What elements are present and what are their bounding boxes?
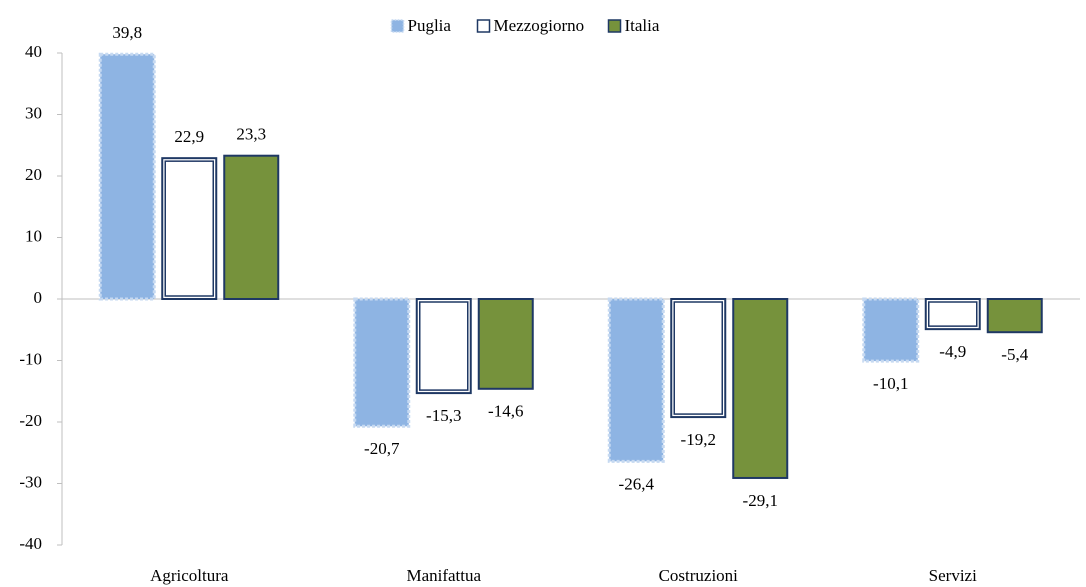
- bar: [98, 52, 156, 301]
- bar: [924, 298, 981, 331]
- bar-inner-border: [673, 301, 723, 415]
- legend-label: Puglia: [408, 16, 452, 35]
- value-label: -29,1: [743, 491, 778, 510]
- bar-inner-border: [419, 301, 469, 391]
- bar: [353, 297, 411, 428]
- bar: [607, 297, 665, 463]
- value-label: 23,3: [236, 125, 266, 144]
- bar: [415, 298, 472, 395]
- bar: [477, 298, 534, 390]
- value-label: -26,4: [619, 474, 655, 493]
- x-tick-label: Servizi: [929, 566, 977, 585]
- y-tick-label: -40: [19, 534, 42, 553]
- y-tick-label: -20: [19, 411, 42, 430]
- value-label: -15,3: [426, 406, 461, 425]
- legend-swatch: [607, 19, 622, 33]
- y-tick-label: -30: [19, 472, 42, 491]
- value-label: -20,7: [364, 439, 400, 458]
- x-tick-label: Costruzioni: [659, 566, 739, 585]
- y-tick-label: 30: [25, 103, 42, 122]
- y-tick-label: 40: [25, 42, 42, 61]
- x-tick-label: Manifattua: [406, 566, 481, 585]
- legend-swatch: [476, 19, 491, 33]
- value-label: -10,1: [873, 374, 908, 393]
- value-label: -5,4: [1001, 345, 1028, 364]
- bar: [223, 154, 280, 300]
- y-tick-label: 20: [25, 165, 42, 184]
- bar-inner-border: [928, 301, 978, 327]
- y-tick-label: 0: [34, 288, 43, 307]
- y-tick-label: 10: [25, 226, 42, 245]
- x-tick-label: Agricoltura: [150, 566, 229, 585]
- legend-label: Italia: [625, 16, 660, 35]
- bar: [862, 297, 920, 363]
- bar: [732, 298, 789, 479]
- legend-label: Mezzogiorno: [494, 16, 585, 35]
- bar-inner-border: [164, 160, 214, 297]
- bar: [986, 298, 1043, 334]
- value-label: -14,6: [488, 402, 523, 421]
- bar: [670, 298, 727, 419]
- value-label: -4,9: [939, 342, 966, 361]
- bar: [161, 157, 218, 300]
- value-label: 39,8: [112, 23, 142, 42]
- value-label: -19,2: [681, 430, 716, 449]
- value-label: 22,9: [174, 127, 204, 146]
- y-tick-label: -10: [19, 349, 42, 368]
- legend-swatch: [390, 19, 405, 33]
